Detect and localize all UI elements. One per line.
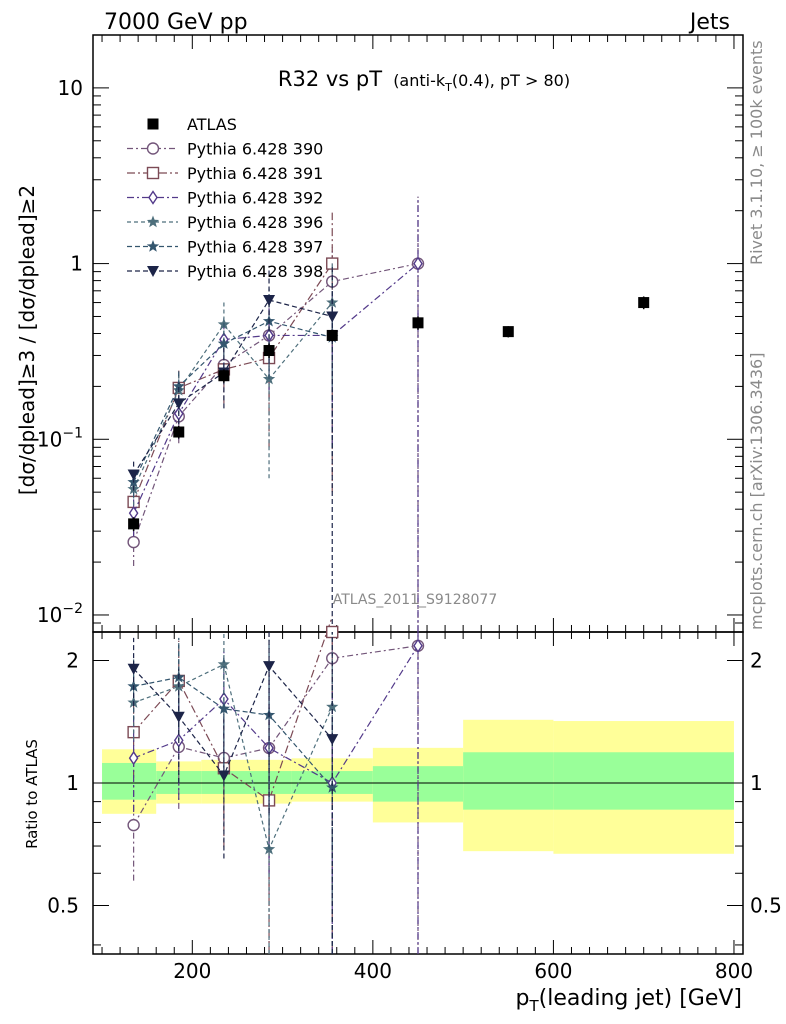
ratio-point xyxy=(326,700,339,713)
legend-marker xyxy=(146,166,160,180)
ratio-series-line xyxy=(133,645,419,784)
ratio-tick-label-right: 2 xyxy=(750,649,763,673)
ratio-tick-label-right: 0.5 xyxy=(750,893,782,917)
series-3 xyxy=(127,263,339,506)
legend-entry-1: Pythia 6.428 391 xyxy=(127,164,323,183)
data-point xyxy=(127,469,140,481)
ratio-axis-label: Ratio to ATLAS xyxy=(23,739,41,849)
band-inner-2 xyxy=(201,771,292,794)
x-axis-label: pT(leading jet) [GeV] xyxy=(516,986,742,1015)
y-tick-label: 1 xyxy=(70,252,83,276)
series-4 xyxy=(127,288,339,497)
data-point xyxy=(217,337,231,349)
data-point xyxy=(413,256,423,271)
band-inner-0 xyxy=(102,762,157,800)
band-inner-6 xyxy=(553,752,734,810)
ratio-series-line xyxy=(133,645,419,826)
ratio-point xyxy=(326,781,339,793)
legend-entry-reference: ATLAS xyxy=(147,115,237,134)
ratio-tick-label-right: 1 xyxy=(750,771,763,795)
legend-entry-2: Pythia 6.428 392 xyxy=(127,189,323,208)
header-left: 7000 GeV pp xyxy=(104,10,248,35)
legend-marker xyxy=(146,215,160,228)
rivet-label: Rivet 3.1.10, ≥ 100k events xyxy=(747,40,766,265)
header-right: Jets xyxy=(688,10,730,35)
x-tick-label: 600 xyxy=(534,959,572,983)
data-point xyxy=(172,379,185,392)
data-point xyxy=(127,535,140,549)
ratio-point xyxy=(172,711,185,723)
x-tick-label: 800 xyxy=(715,959,753,983)
legend-label: Pythia 6.428 391 xyxy=(187,164,323,183)
main-series xyxy=(127,196,650,632)
series-line xyxy=(133,263,419,514)
data-point xyxy=(326,311,339,323)
legend-entry-3: Pythia 6.428 396 xyxy=(127,213,323,232)
y-axis-label: [dσ/dplead]≥3 / [dσ/dplead]≥2 xyxy=(15,185,39,495)
ratio-point xyxy=(127,818,140,832)
ratio-series-line xyxy=(133,663,333,852)
legend-marker xyxy=(147,266,159,277)
reference-point xyxy=(218,370,230,382)
axes: 200 400 600 800 10−2 10−1 1 10 0.5 0.5 1 1 2 2 xyxy=(37,34,782,983)
reference-point xyxy=(173,426,185,438)
legend-label: Pythia 6.428 392 xyxy=(187,189,323,208)
reference-point xyxy=(412,317,424,329)
y-tick-label: 10−2 xyxy=(37,601,83,627)
series-line xyxy=(133,302,333,490)
analysis-id: ATLAS_2011_S9128077 xyxy=(333,592,498,608)
legend-marker xyxy=(146,142,160,155)
x-tick-label: 200 xyxy=(173,959,211,983)
legend-marker xyxy=(147,118,159,130)
ratio-series xyxy=(127,616,425,954)
data-point xyxy=(263,295,276,307)
legend-entry-5: Pythia 6.428 398 xyxy=(127,262,323,281)
reference-point xyxy=(128,518,140,530)
reference-point xyxy=(638,297,650,309)
data-point xyxy=(172,398,185,410)
ratio-point xyxy=(217,702,231,715)
legend-label: ATLAS xyxy=(187,115,237,134)
series-line xyxy=(133,263,333,503)
series-5 xyxy=(127,263,339,632)
y-tick-label: 10−1 xyxy=(37,425,83,451)
legend-label: Pythia 6.428 396 xyxy=(187,213,323,232)
ratio-tick-label-left: 2 xyxy=(66,649,79,673)
mcplots-label: mcplots.cern.ch [arXiv:1306.3436] xyxy=(747,353,766,630)
series-line xyxy=(133,262,419,543)
ratio-point xyxy=(127,663,140,675)
legend-entry-0: Pythia 6.428 390 xyxy=(127,140,323,159)
legend: ATLAS Pythia 6.428 390 Pythia 6.428 391 Pyt… xyxy=(127,115,323,281)
legend-label: Pythia 6.428 390 xyxy=(187,140,323,159)
ratio-point xyxy=(217,657,231,670)
legend-marker xyxy=(148,190,158,205)
ratio-point xyxy=(128,750,139,766)
legend-label: Pythia 6.428 397 xyxy=(187,238,323,257)
legend-marker xyxy=(146,240,160,252)
reference-point xyxy=(502,326,514,338)
legend-entry-4: Pythia 6.428 397 xyxy=(127,238,323,257)
ratio-series-line xyxy=(133,676,333,788)
reference-series xyxy=(128,296,650,532)
reference-point xyxy=(326,329,338,341)
band-inner-5 xyxy=(463,752,554,810)
ratio-tick-label-left: 1 xyxy=(66,771,79,795)
ratio-point xyxy=(263,661,276,673)
reference-point xyxy=(263,345,275,357)
y-tick-label: 10 xyxy=(58,76,83,100)
ratio-point xyxy=(217,770,230,782)
ratio-series-5 xyxy=(127,632,339,954)
ratio-tick-label-left: 0.5 xyxy=(47,893,79,917)
x-tick-label: 400 xyxy=(354,959,392,983)
series-1 xyxy=(127,212,339,522)
legend-label: Pythia 6.428 398 xyxy=(187,262,323,281)
ratio-point xyxy=(326,734,339,746)
ratio-point xyxy=(413,638,423,654)
chart-title: R32 vs pT (anti-kT(0.4), pT > 80) xyxy=(278,67,570,94)
